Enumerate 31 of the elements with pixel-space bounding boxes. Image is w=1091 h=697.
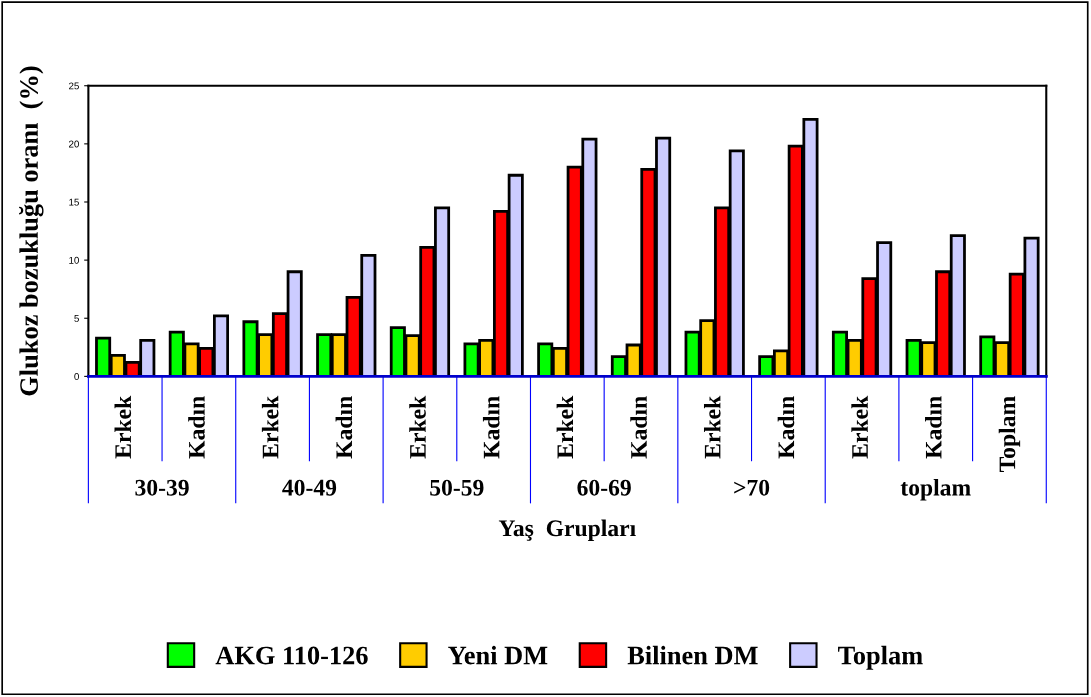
y-tick-label: 0 xyxy=(74,373,79,380)
x-tick-label: Kadın xyxy=(630,396,647,459)
legend-label: Yeni DM xyxy=(448,645,548,665)
x-tick-label: Erkek xyxy=(556,395,574,459)
x-tick-label: Erkek xyxy=(114,395,132,459)
x-tick-label: Toplam xyxy=(998,396,1021,473)
x-tick-label: Erkek xyxy=(703,395,721,459)
x-tick-label: Erkek xyxy=(261,395,279,459)
y-tick-label: 25 xyxy=(69,82,79,90)
text: 40-49 xyxy=(282,479,337,496)
legend-label: AKG 110-126 xyxy=(215,646,368,665)
x-tick-label: Kadın xyxy=(925,396,942,459)
y-tick-label: 10 xyxy=(69,256,79,264)
text: 50-59 xyxy=(430,479,484,496)
y-tick-label: 15 xyxy=(69,198,79,206)
text: 30-39 xyxy=(135,479,189,496)
x-tick-label: Kadın xyxy=(188,396,205,459)
x-tick-label: Erkek xyxy=(851,395,868,459)
legend-label: Bilinen DM xyxy=(627,645,758,665)
y-axis-title: Glukoz bozukluğu oranı (%) xyxy=(19,66,44,396)
legend-label: Toplam xyxy=(838,645,923,670)
text: toplam xyxy=(900,479,971,501)
x-tick-label: Kadın xyxy=(335,396,353,459)
x-tick-label: Kadın xyxy=(777,396,795,459)
x-tick-label: Erkek xyxy=(409,395,426,459)
y-tick-label: 20 xyxy=(69,140,79,148)
text: >70 xyxy=(734,479,770,496)
text: 60-69 xyxy=(577,479,631,496)
x-tick-label: Kadın xyxy=(482,396,500,459)
x-axis-title: Yaş Grupları xyxy=(498,519,636,542)
y-tick-label: 5 xyxy=(74,315,79,322)
